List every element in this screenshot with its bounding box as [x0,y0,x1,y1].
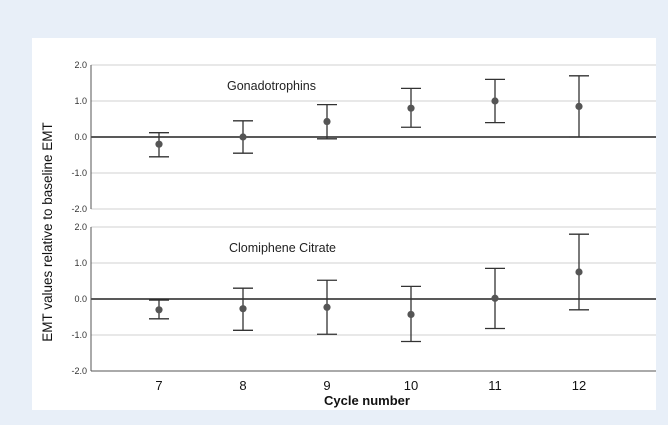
data-point [155,140,163,148]
y-tick-label: 2.0 [74,222,87,232]
y-tick-label: 0.0 [74,132,87,142]
data-point [323,303,331,311]
x-tick-label: 8 [239,378,246,393]
panel-2: 2.0 1.0 0.0 -1.0 -2.0 Clomiphene Citrate [71,222,664,376]
y-tick-label: -2.0 [71,366,87,376]
panel-label: Clomiphene Citrate [229,241,336,255]
y-tick-label: 1.0 [74,96,87,106]
y-tick-label: 0.0 [74,294,87,304]
chart-svg: 2.0 1.0 0.0 -1.0 -2.0 Gonadotrophins 2.0 1.0 0.0… [40,60,664,408]
data-point [323,117,331,126]
data-point [575,268,583,276]
x-axis-title: Cycle number [324,393,410,408]
y-tick-label: 2.0 [74,60,87,70]
panel-1: 2.0 1.0 0.0 -1.0 -2.0 Gonadotrophins [71,60,664,214]
y-tick-label: -1.0 [71,330,87,340]
x-tick-label: 9 [323,378,330,393]
data-point [491,294,499,302]
data-point [491,97,499,105]
data-point [239,305,247,313]
y-axis-title: EMT values relative to baseline EMT [40,122,55,342]
chart-card: 2.0 1.0 0.0 -1.0 -2.0 Gonadotrophins 2.0 1.0 0.0… [32,38,664,410]
x-tick-label: 12 [572,378,586,393]
y-tick-label: -1.0 [71,168,87,178]
data-point [407,104,415,112]
y-tick-label: -2.0 [71,204,87,214]
x-tick-label: 7 [155,378,162,393]
x-tick-label: 11 [488,378,502,393]
data-point [155,306,163,314]
data-point [575,102,583,110]
chart-panels: 2.0 1.0 0.0 -1.0 -2.0 Gonadotrophins 2.0 1.0 0.0… [71,60,664,393]
x-tick-label: 10 [404,378,418,393]
data-point [407,310,415,319]
panel-label: Gonadotrophins [227,79,316,93]
y-tick-label: 1.0 [74,258,87,268]
data-point [239,133,247,141]
